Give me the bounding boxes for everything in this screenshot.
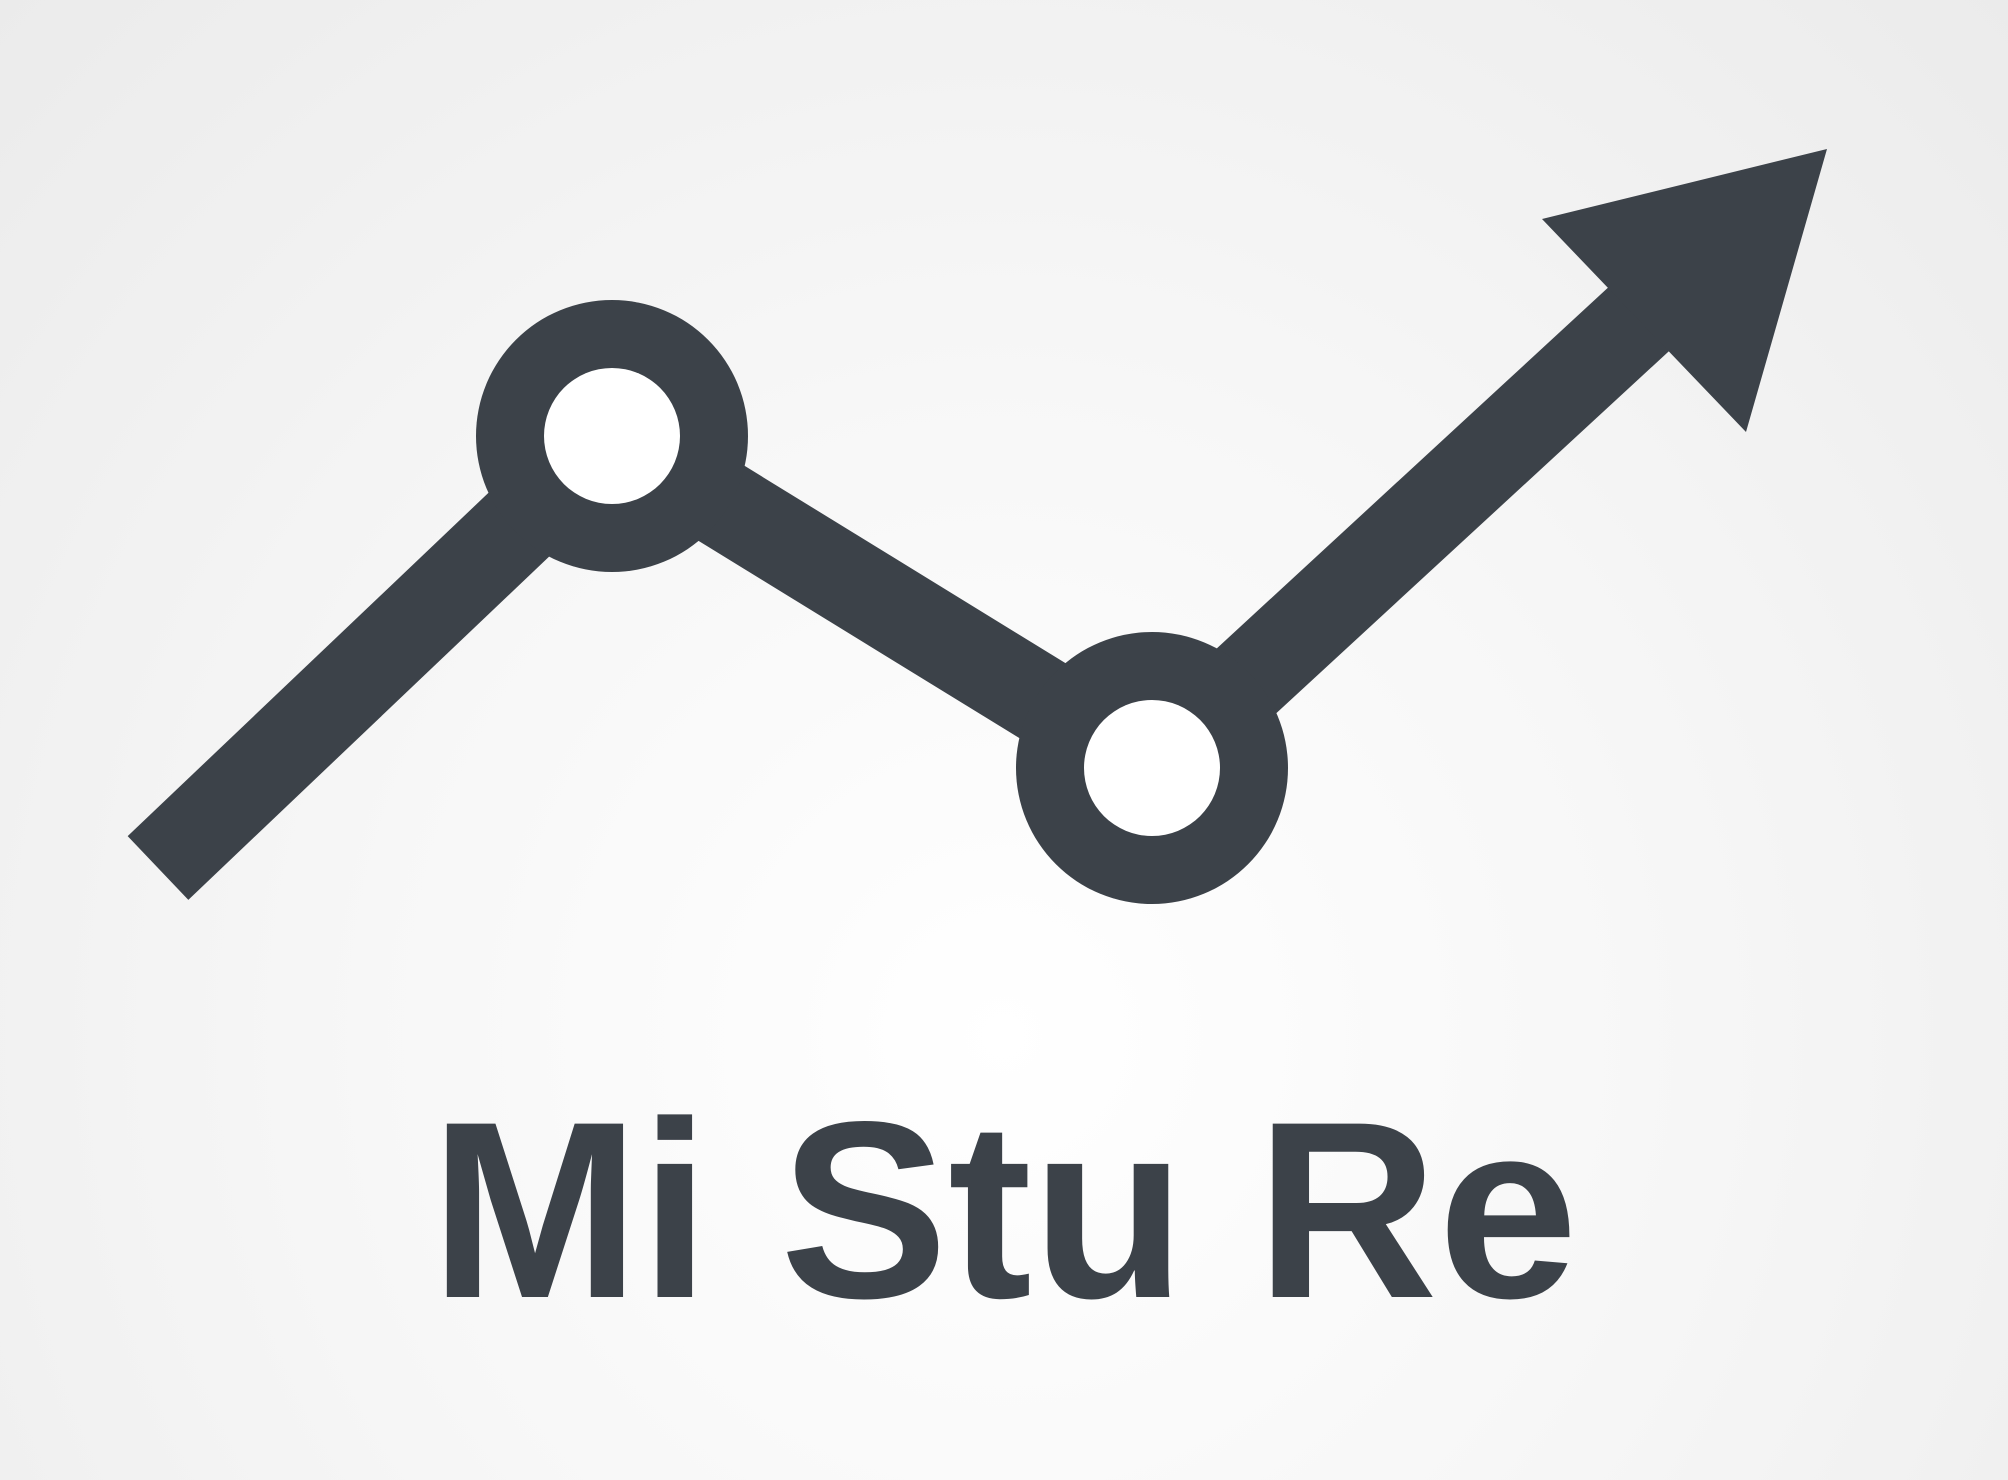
data-point-2	[1016, 632, 1288, 904]
arrow-head	[1542, 149, 1827, 432]
logo-wordmark: Mi Stu Re	[429, 1070, 1579, 1351]
trend-line	[127, 149, 1827, 900]
data-point-1	[476, 300, 748, 572]
